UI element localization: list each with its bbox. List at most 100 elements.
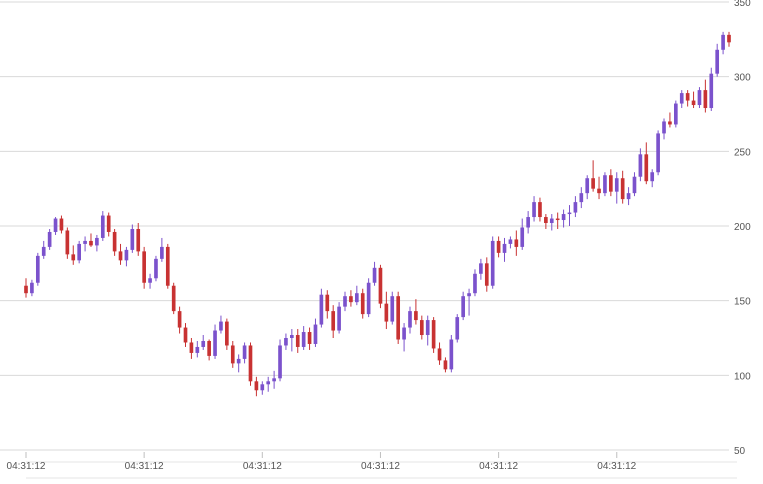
candle-body — [662, 121, 666, 134]
candle-body — [83, 240, 87, 244]
y-tick-label: 350 — [734, 0, 751, 9]
candle-body — [47, 231, 52, 247]
candle-body — [561, 214, 566, 221]
candle-body — [632, 176, 637, 194]
candle-body — [603, 175, 607, 194]
y-tick-label: 300 — [734, 73, 751, 84]
candle-body — [609, 175, 613, 192]
candle-body — [142, 251, 146, 283]
candle-body — [41, 246, 46, 256]
candle-body — [30, 282, 34, 294]
candle-body — [225, 321, 229, 346]
candle-body — [679, 93, 684, 104]
candle-body — [419, 320, 424, 336]
candle-body — [284, 338, 288, 346]
candle-body — [195, 346, 200, 353]
x-tick-label: 04:31:12 — [243, 461, 282, 472]
candle-body — [177, 311, 182, 328]
candle-body — [319, 294, 324, 325]
candle-body — [573, 202, 578, 213]
candle-body — [201, 340, 206, 347]
candle-body — [165, 246, 170, 286]
candle-body — [697, 90, 702, 106]
candle-body — [443, 360, 448, 370]
candle-body — [130, 228, 135, 250]
candle-body — [549, 218, 554, 224]
candle-body — [148, 278, 152, 283]
y-tick-label: 150 — [734, 297, 751, 308]
candle-body — [301, 332, 306, 347]
candle-body — [295, 335, 300, 347]
candle-body — [313, 324, 318, 344]
candle-body — [727, 34, 731, 43]
candle-body — [620, 178, 625, 200]
candle-body — [555, 218, 560, 221]
candle-body — [53, 218, 58, 232]
candle-body — [106, 215, 111, 232]
candle-body — [349, 296, 353, 303]
candle-body — [372, 267, 377, 283]
candle-body — [207, 340, 211, 356]
candle-body — [100, 215, 105, 238]
candle-body — [124, 249, 129, 261]
candle-body — [254, 381, 259, 391]
candle-body — [390, 296, 395, 322]
candle-body — [467, 293, 471, 297]
y-tick-label: 100 — [734, 371, 751, 382]
candle-body — [260, 384, 265, 391]
candle-body — [354, 293, 359, 303]
candle-body — [544, 217, 548, 224]
candle-body — [638, 154, 643, 177]
candle-body — [331, 311, 336, 331]
candle-body — [691, 100, 696, 106]
candle-body — [360, 293, 365, 315]
candle-body — [378, 267, 383, 304]
candle-body — [431, 320, 436, 349]
y-tick-label: 250 — [734, 147, 751, 158]
x-tick-label: 04:31:12 — [361, 461, 400, 472]
candle-body — [213, 330, 217, 356]
candle-body — [626, 193, 631, 200]
candle-body — [171, 285, 176, 312]
candle-body — [414, 311, 418, 321]
candle-body — [644, 154, 649, 182]
candle-body — [266, 381, 271, 385]
candle-body — [567, 212, 572, 215]
candle-body — [656, 133, 660, 173]
candle-body — [337, 306, 341, 331]
candle-body — [591, 178, 595, 189]
y-tick-label: 200 — [734, 222, 751, 233]
candle-body — [236, 358, 241, 364]
candle-body — [538, 202, 542, 218]
candle-body — [526, 217, 530, 228]
y-tick-label: 50 — [734, 446, 746, 457]
candle-body — [532, 202, 536, 218]
candle-body — [343, 296, 347, 307]
candle-body — [721, 34, 725, 50]
candle-body — [189, 342, 194, 353]
candle-body — [160, 246, 164, 259]
candle-body — [709, 73, 714, 109]
candle-body — [65, 230, 70, 255]
candle-body — [384, 303, 389, 322]
candle-body — [242, 345, 247, 359]
candle-body — [118, 251, 123, 261]
candle-body — [396, 296, 401, 340]
candle-body — [597, 188, 601, 194]
candle-body — [230, 345, 235, 364]
candle-body — [449, 339, 454, 370]
candle-body — [89, 240, 93, 246]
x-tick-label: 04:31:12 — [597, 461, 636, 472]
x-tick-label: 04:31:12 — [125, 461, 164, 472]
candle-body — [484, 263, 489, 286]
candle-body — [59, 218, 64, 231]
candle-body — [366, 282, 371, 315]
candle-body — [272, 378, 276, 382]
candle-body — [473, 273, 477, 294]
candle-body — [71, 254, 76, 261]
candle-body — [685, 93, 690, 101]
candle-body — [502, 243, 507, 253]
candle-body — [585, 178, 590, 194]
